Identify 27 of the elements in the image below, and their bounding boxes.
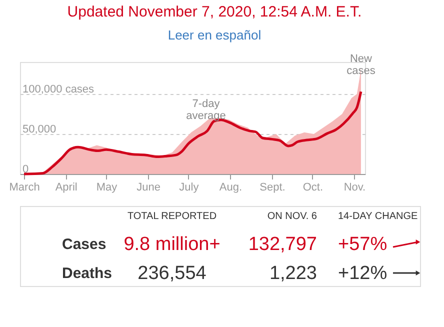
x-tick-label: Nov.	[344, 182, 366, 194]
x-tick-label: April	[55, 182, 78, 194]
annotation: New cases	[346, 53, 376, 77]
text: 9.8 million+	[124, 234, 220, 255]
text: 132,797	[248, 234, 317, 255]
x-tick-label: July	[179, 182, 200, 194]
x-tick-label: Oct.	[302, 182, 324, 194]
text: Cases	[62, 236, 106, 253]
y-tick-label: 50,000	[22, 124, 56, 136]
x-tick-label: March	[9, 182, 40, 194]
x-tick-label: Aug.	[219, 182, 242, 194]
text: 236,554	[138, 263, 207, 284]
annotation: 7-day average	[186, 98, 226, 122]
text: +57%	[338, 234, 388, 255]
text: 1,223	[269, 263, 317, 284]
x-tick-label: Sept.	[260, 182, 286, 194]
y-tick-label: 100,000 cases	[22, 84, 95, 96]
chart-subtitle: Leer en español	[168, 28, 262, 42]
text: +12%	[338, 263, 388, 284]
x-tick-label: June	[136, 182, 160, 194]
text: 14-DAY CHANGE	[338, 211, 418, 222]
y-tick-label: 0	[22, 164, 29, 176]
text: Deaths	[62, 265, 112, 282]
text: TOTAL REPORTED	[127, 211, 217, 222]
chart-title: Updated November 7, 2020, 12:54 A.M. E.T.	[67, 4, 362, 20]
x-tick-label: May	[96, 182, 118, 194]
text: ON NOV. 6	[267, 211, 318, 222]
